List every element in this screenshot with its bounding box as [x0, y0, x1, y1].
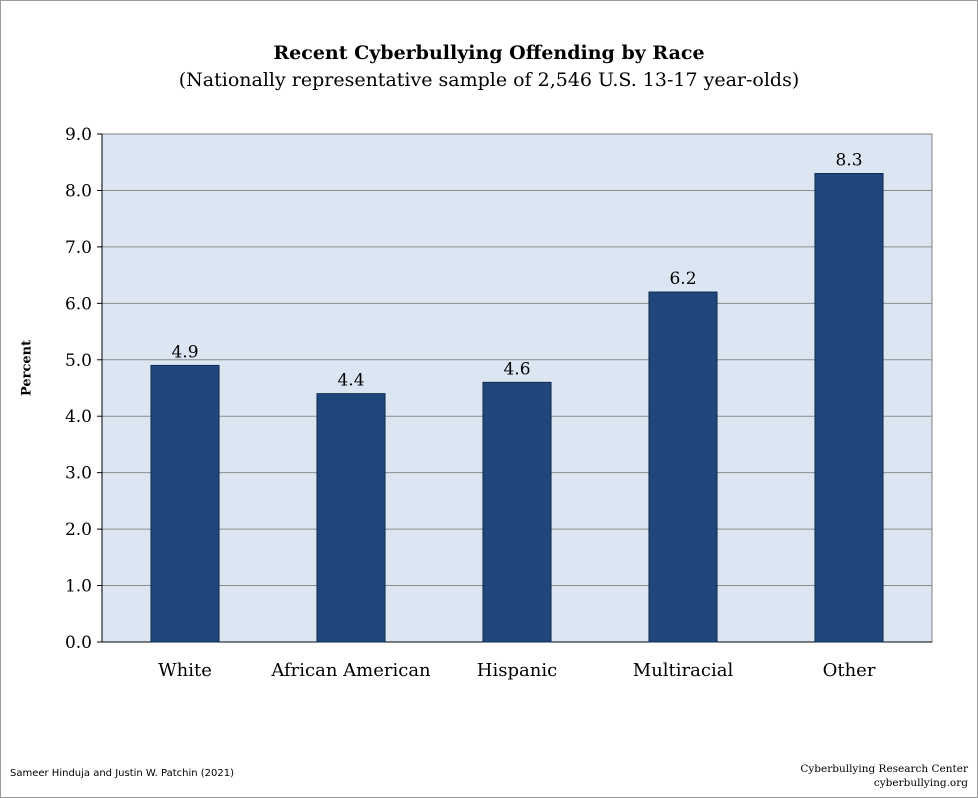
- bar: [150, 364, 220, 643]
- footer-source: Cyberbullying Research Center cyberbully…: [800, 762, 968, 790]
- x-tick-label: White: [158, 660, 212, 681]
- y-tick-label: 1.0: [65, 577, 92, 597]
- data-label: 4.9: [171, 342, 198, 362]
- bar: [648, 291, 718, 643]
- bar: [482, 381, 552, 643]
- y-tick-label: 8.0: [65, 181, 92, 201]
- y-tick-label: 2.0: [65, 520, 92, 540]
- data-label: 4.6: [503, 359, 530, 379]
- y-tick-label: 4.0: [65, 407, 92, 427]
- y-tick-label: 3.0: [65, 464, 92, 484]
- x-tick-label: Hispanic: [477, 660, 557, 681]
- x-tick-label: African American: [270, 660, 431, 681]
- footer-source-name: Cyberbullying Research Center: [800, 763, 968, 775]
- x-tick-label: Other: [823, 660, 876, 681]
- chart-title: Recent Cyberbullying Offending by Race: [273, 42, 705, 64]
- y-tick-label: 9.0: [65, 125, 92, 145]
- x-tick-label: Multiracial: [633, 660, 734, 681]
- y-tick-label: 5.0: [65, 351, 92, 371]
- data-label: 8.3: [835, 151, 862, 171]
- chart-subtitle: (Nationally representative sample of 2,5…: [178, 69, 800, 91]
- footer-credit: Sameer Hinduja and Justin W. Patchin (20…: [10, 768, 235, 779]
- y-tick-label: 0.0: [65, 633, 92, 653]
- y-tick-label: 7.0: [65, 238, 92, 258]
- bar: [316, 393, 386, 643]
- footer-source-url: cyberbullying.org: [873, 777, 968, 789]
- data-label: 4.4: [337, 371, 364, 391]
- data-label: 6.2: [669, 269, 696, 289]
- y-tick-label: 6.0: [65, 294, 92, 314]
- bar: [814, 173, 884, 643]
